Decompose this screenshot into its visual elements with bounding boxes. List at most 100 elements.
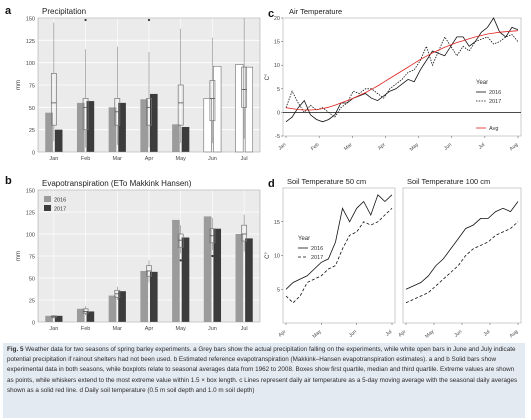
y-axis-label: C°	[265, 73, 271, 80]
x-tick-label: May	[312, 329, 323, 340]
y-tick-label: 0	[32, 321, 35, 327]
caption-body: Weather data for two seasons of spring b…	[7, 346, 518, 394]
x-tick-label: Jul	[241, 156, 248, 162]
x-tick-label: Feb	[81, 326, 90, 332]
x-tick-label: Jul	[477, 142, 486, 151]
open-bar-2016	[203, 98, 212, 153]
series-line-2016	[285, 194, 393, 290]
y-tick-label: 10	[274, 63, 280, 69]
boxplot-box	[241, 66, 248, 108]
bar-2016	[45, 112, 53, 152]
x-tick-label: Jun	[348, 329, 358, 339]
open-bar-2016	[235, 64, 244, 153]
x-tick-label: Jan	[277, 142, 287, 152]
y-tick-label: 75	[29, 255, 35, 261]
outlier-point	[147, 18, 151, 22]
x-tick-label: Apr	[377, 142, 387, 152]
x-tick-label: Feb	[81, 156, 90, 162]
x-tick-label: Mar	[343, 142, 354, 152]
x-tick-label: May	[176, 326, 187, 332]
x-tick-label: Aug	[509, 142, 520, 152]
y-tick-label: 20	[274, 16, 280, 22]
bar-2016	[140, 270, 148, 322]
y-tick-label: 5	[277, 287, 280, 293]
series-line-2017	[405, 221, 519, 304]
x-tick-label: May	[424, 329, 435, 340]
series-line-2016	[285, 17, 519, 123]
y-tick-label: 75	[29, 84, 35, 90]
y-tick-label: 25	[29, 128, 35, 134]
bar-2016	[76, 308, 85, 322]
y-tick-label: 0	[277, 110, 280, 116]
boxplot-box	[177, 84, 184, 126]
boxplot-box	[82, 98, 89, 131]
bar-2016	[235, 234, 244, 322]
y-tick-label: 50	[29, 106, 35, 112]
figure-caption: Fig. 5 Weather data for two seasons of s…	[3, 343, 525, 418]
legend-title: Year	[476, 80, 488, 86]
legend-label: 2017	[489, 99, 501, 105]
boxplot-box	[82, 308, 89, 314]
x-tick-label: May	[409, 142, 420, 153]
plot-border	[37, 189, 261, 323]
x-tick-label: Jan	[49, 326, 58, 332]
panel-title: Evapotranspiration (ETo Makkink Hansen)	[42, 179, 192, 188]
x-tick-label: Mar	[113, 156, 123, 162]
legend-label: 2016	[489, 90, 501, 96]
y-tick-label: -5	[275, 134, 280, 140]
bar-2016	[76, 102, 85, 152]
legend-label: Avg	[489, 126, 498, 132]
bar-2017	[54, 315, 63, 322]
x-tick-label: Jul	[241, 326, 248, 332]
bar-2016	[108, 295, 117, 322]
x-tick-label: Apr	[145, 156, 154, 162]
x-tick-label: Aug	[509, 329, 520, 339]
boxplot-box	[177, 233, 184, 248]
y-axis-label: C°	[265, 252, 271, 259]
series-line-2017	[285, 34, 519, 118]
panel-title: Precipitation	[42, 7, 86, 16]
panel-letter: d	[268, 178, 275, 190]
y-tick-label: 100	[26, 61, 35, 67]
bar-2016	[45, 315, 53, 322]
x-tick-label: May	[176, 156, 187, 162]
outlier-point	[84, 18, 87, 22]
panel-letter: b	[5, 175, 12, 187]
bar-2016	[203, 216, 212, 322]
y-tick-label: 15	[274, 40, 280, 46]
legend-swatch-2016	[44, 196, 51, 202]
y-axis-label: mm	[16, 80, 22, 90]
bar-2017	[150, 93, 158, 152]
bar-2017	[245, 238, 253, 322]
y-tick-label: 0	[32, 151, 35, 157]
bar-2016	[172, 219, 180, 322]
panel-letter: a	[5, 5, 12, 17]
bar-2017	[181, 237, 190, 322]
bar-2017	[86, 311, 95, 322]
x-tick-label: Jun	[443, 142, 453, 152]
legend-label: 2016	[54, 198, 66, 204]
plot-border	[37, 17, 261, 153]
y-tick-label: 150	[26, 17, 35, 23]
boxplot-box	[209, 80, 216, 122]
boxplot-box	[50, 73, 57, 126]
legend-title: Year	[298, 236, 310, 242]
bar-2016	[108, 107, 117, 152]
bar-2017	[213, 228, 222, 322]
bar-2017	[150, 271, 158, 322]
plot-area	[402, 187, 522, 324]
x-tick-label: Apr	[397, 329, 407, 339]
plot-area	[282, 187, 396, 324]
x-tick-label: Jun	[208, 156, 217, 162]
plot-area	[282, 17, 522, 137]
outlier-point	[179, 259, 182, 262]
y-tick-label: 100	[26, 233, 35, 239]
y-tick-label: 5	[277, 87, 280, 93]
panel-letter: c	[268, 8, 274, 20]
x-tick-label: Jun	[208, 326, 217, 332]
y-tick-label: 25	[29, 299, 35, 305]
y-tick-label: 125	[26, 211, 35, 217]
series-line-2017	[285, 208, 393, 304]
